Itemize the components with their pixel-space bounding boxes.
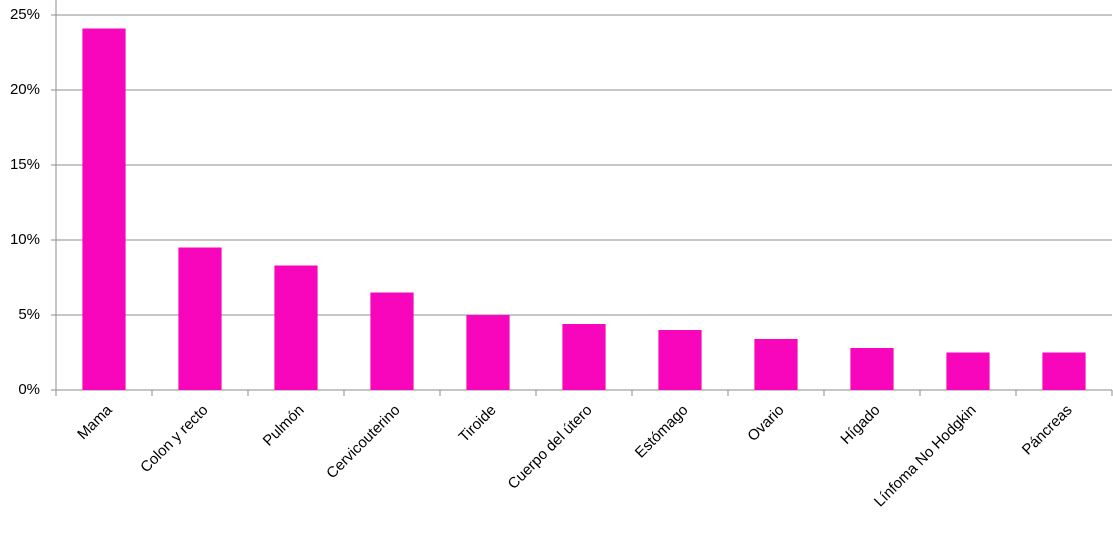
bar: [274, 265, 318, 390]
x-tick-label: Pulmón: [260, 402, 308, 450]
x-tick-label: Páncreas: [1019, 402, 1076, 459]
y-tick-label: 5%: [18, 306, 40, 323]
bar: [562, 324, 606, 390]
bar: [1042, 352, 1086, 390]
x-tick-label: Cuerpo del útero: [505, 402, 596, 493]
y-tick-label: 10%: [10, 231, 40, 248]
x-tick-label: Ovario: [744, 402, 787, 445]
x-tick-label: Colon y recto: [137, 402, 212, 477]
bar: [178, 247, 222, 390]
y-tick-label: 25%: [10, 6, 40, 23]
x-tick-label: Mama: [74, 401, 116, 443]
y-tick-label: 20%: [10, 81, 40, 98]
x-tick-label: Línfoma No Hodgkin: [871, 402, 980, 511]
x-tick-label: Hígado: [837, 402, 883, 448]
x-tick-label: Cervicouterino: [323, 402, 403, 482]
bar: [658, 330, 702, 390]
bar: [466, 315, 510, 390]
x-tick-label: Tiroide: [456, 402, 500, 446]
bar: [946, 352, 990, 390]
bar: [850, 348, 894, 390]
x-tick-label: Estómago: [632, 402, 692, 462]
y-tick-label: 0%: [18, 381, 40, 398]
bar: [370, 292, 414, 390]
bar: [754, 339, 798, 390]
y-tick-label: 15%: [10, 156, 40, 173]
bar: [82, 28, 126, 390]
